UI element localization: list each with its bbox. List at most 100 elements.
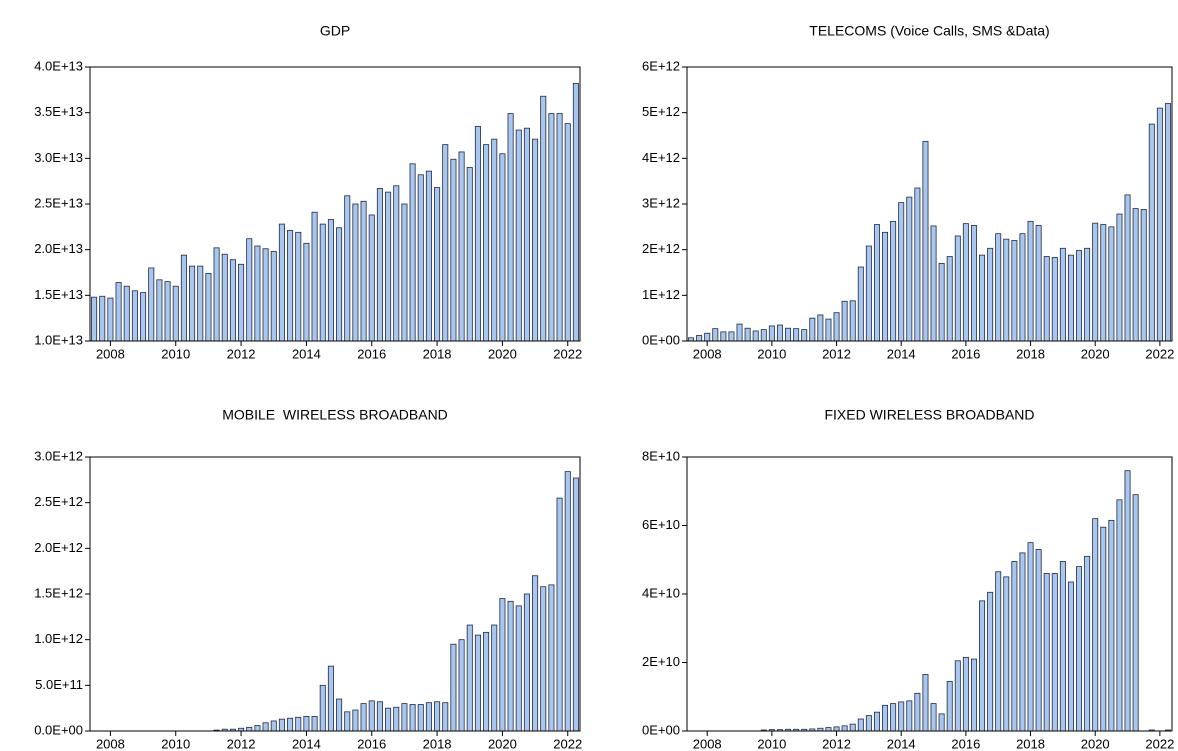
bar [164,281,171,342]
bar [507,600,514,732]
x-tick-label: 2014 [887,736,916,751]
bar [450,158,457,342]
bar [825,318,832,342]
y-tick-label: 3.0E+12 [34,448,83,463]
y-tick-label: 6E+10 [642,517,680,532]
bar [515,605,522,732]
bar [995,571,1002,732]
bar [532,138,539,342]
bar [1084,555,1091,732]
plot-frame [89,66,581,342]
bar [450,643,457,732]
bar [914,187,921,342]
bar [1156,107,1163,342]
bar [344,711,351,732]
bar [1108,519,1115,732]
bar [1132,494,1139,732]
y-tick-label: 4E+12 [642,150,680,165]
bar [180,254,187,342]
y-tick-label: 4.0E+13 [34,58,83,73]
bar [303,715,310,732]
bar [491,138,498,342]
bar [327,219,334,342]
bar [946,256,953,342]
bar [458,151,465,342]
bar [930,225,937,342]
bar [246,726,253,732]
bar [1035,549,1042,732]
x-tick-label: 2020 [488,736,517,751]
bar [1003,238,1010,342]
bar [262,722,269,732]
bar [254,725,261,732]
bar [1076,566,1083,732]
x-tick-label: 2020 [1081,346,1110,361]
bar [368,700,375,732]
y-tick-label: 2.5E+12 [34,494,83,509]
bar [499,153,506,342]
bar [278,223,285,342]
x-tick-label: 2016 [357,346,386,361]
bar [857,718,864,732]
x-tick-label: 2022 [1145,736,1174,751]
chart-title: FIXED WIRELESS BROADBAND [824,407,1034,423]
bar [1164,103,1171,342]
bar [825,727,832,732]
bar [287,717,294,732]
bar [393,185,400,342]
bar [696,335,703,342]
y-tick-label: 3E+12 [642,195,680,210]
bar [254,245,261,342]
bar [873,224,880,342]
y-tick-label: 1.0E+12 [34,631,83,646]
bar [1027,220,1034,342]
bar [474,125,481,342]
bar [425,702,432,732]
bar [906,700,913,732]
x-tick-label: 2022 [553,736,582,751]
chart-title: TELECOMS (Voice Calls, SMS &Data) [809,23,1049,39]
bar [946,680,953,732]
bar [172,285,179,342]
bar [115,282,122,342]
x-tick-label: 2018 [1016,736,1045,751]
bar [556,113,563,342]
bar [970,225,977,342]
x-tick-label: 2014 [887,346,916,361]
x-tick-label: 2008 [693,346,722,361]
bar [962,223,969,342]
x-tick-label: 2018 [423,346,452,361]
bar [898,202,905,342]
bar [704,332,711,342]
x-tick-label: 2010 [757,736,786,751]
bar [523,127,530,342]
bar [401,703,408,732]
x-tick-label: 2008 [96,346,125,361]
bar [1019,233,1026,342]
bar [409,163,416,342]
bar [540,586,547,732]
bar [987,247,994,342]
bar [278,718,285,732]
x-tick-label: 2020 [1081,736,1110,751]
y-tick-label: 2E+10 [642,654,680,669]
bar [572,477,579,732]
y-tick-label: 6E+12 [642,58,680,73]
bar [1067,254,1074,342]
bar [499,598,506,732]
bar [1035,225,1042,342]
y-tick-label: 2.0E+13 [34,241,83,256]
bar [572,83,579,342]
bar [1100,526,1107,732]
bar [311,715,318,732]
bar [442,702,449,732]
bar [229,259,236,342]
bar [873,711,880,732]
bar [417,704,424,732]
chart-title: GDP [320,23,350,39]
bar [262,248,269,342]
bar [760,329,767,342]
bar [979,254,986,342]
x-tick-label: 2016 [951,346,980,361]
y-tick-label: 4E+10 [642,585,680,600]
